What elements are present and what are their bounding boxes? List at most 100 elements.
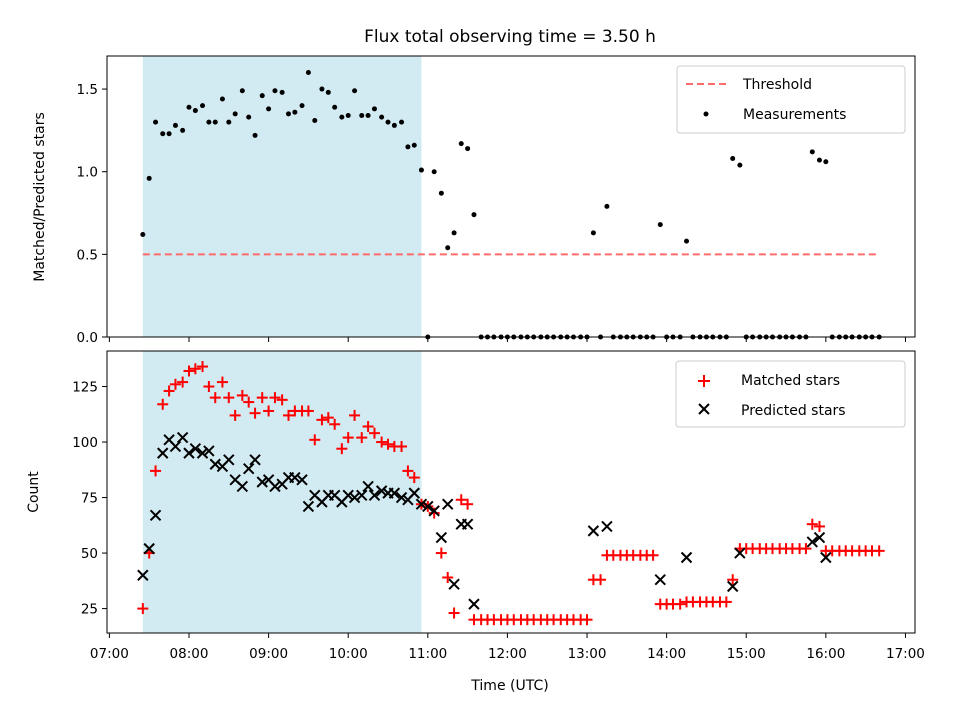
measurement-point [206,119,212,125]
matched-star-point [720,596,732,608]
predicted-star-point [820,551,832,564]
matched-star-point [396,440,408,452]
predicted-star-point [435,531,448,544]
measurement-point [180,127,186,133]
predicted-star-point [242,462,255,475]
bottom-y-tick-label: 50 [81,546,98,562]
predicted-star-point [448,578,460,590]
predicted-star-point [223,454,235,466]
measurement-point [431,169,437,175]
measurement-point [325,89,331,95]
top-y-tick-label: 0.5 [77,247,98,263]
top-legend: Threshold Measurements [676,65,906,134]
matched-star-point [302,405,314,417]
top-y-ticks: 0.0 0.5 1.0 1.5 [77,82,107,346]
predicted-star-point [375,485,388,497]
bottom-y-axis-label: Count [26,471,42,513]
predicted-star-point [395,491,408,504]
matched-star-point [455,494,467,506]
matched-star-point [800,543,812,555]
predicted-star-point [461,518,474,530]
bottom-axes-frame [106,350,916,634]
legend-matched-label: Matched stars [741,373,840,389]
bottom-x-ticks: 07:00 08:00 09:00 10:00 11:00 12:00 13:00 14:00… [90,633,925,662]
legend-measurements-swatch [703,111,709,117]
predicted-star-point [468,598,480,610]
matched-star-point [197,361,209,373]
top-y-tick-label: 0.0 [77,330,98,346]
x-tick-label: 17:00 [886,646,925,662]
predicted-star-point [249,454,261,466]
legend-predicted-label: Predicted stars [741,403,846,419]
x-tick-label: 15:00 [727,646,766,662]
measurement-point [312,117,318,123]
measurement-point [212,119,218,125]
predicted-star-point [176,431,189,444]
measurement-point [239,88,245,94]
x-tick-label: 07:00 [90,646,129,662]
measurement-point [192,108,198,114]
matched-star-point [329,418,341,430]
bottom-legend-box [675,360,906,428]
predicted-star-point [654,574,666,586]
top-x-ticks [108,337,906,342]
measurement-point [345,113,351,119]
measurement-point [458,141,464,147]
matched-star-point [316,414,328,426]
measurement-point [339,114,345,120]
top-observing-interval-shade [142,56,422,337]
matched-star-point [276,394,288,406]
measurement-point [465,146,471,152]
measurement-point [146,175,152,181]
predicted-star-point [726,580,739,593]
measurement-point [259,93,265,99]
predicted-star-point [806,536,819,548]
matched-star-point [137,603,149,615]
measurement-point [172,122,178,128]
measurement-point [371,106,377,112]
measurement-point [153,119,159,125]
matched-star-point [157,398,169,410]
legend-predicted-swatch [698,403,710,415]
matched-star-point [309,434,321,446]
measurement-point [399,119,405,125]
measurement-point [286,111,292,117]
matched-star-point [428,507,440,519]
measurement-point [737,162,743,168]
predicted-star-point [388,487,401,499]
measurement-point [299,103,305,109]
measurement-point [445,245,451,251]
bottom-y-tick-label: 125 [72,380,98,396]
x-tick-label: 09:00 [249,646,288,662]
chart-title: Flux total observing time = 3.50 h [364,27,656,47]
predicted-star-point [813,531,826,544]
matched-star-point [189,363,201,375]
measurement-point [418,167,424,173]
predicted-star-point [601,520,613,533]
matched-star-point [813,520,825,532]
x-tick-label: 14:00 [647,646,686,662]
measurement-point [359,113,365,119]
matched-star-point [163,385,175,397]
predicted-star-point [348,491,361,504]
measurement-point [332,104,338,110]
predicted-star-point [428,505,440,517]
measurement-point [809,149,815,155]
measurement-point [657,222,663,228]
measurement-point [266,106,272,112]
bottom-y-tick-label: 25 [81,602,98,618]
predicted-star-point [143,542,155,555]
matched-star-point [368,427,380,439]
measurement-point [471,212,477,218]
measurement-point [279,89,285,95]
predicted-star-point [734,547,746,559]
predicted-stars-points [137,431,832,610]
matched-star-point [183,365,195,377]
predicted-star-point [296,474,308,486]
matched-star-point [256,392,268,404]
predicted-star-point [183,447,195,459]
matched-star-point [408,472,420,484]
matched-star-point [448,607,460,619]
matched-star-point [581,614,593,626]
